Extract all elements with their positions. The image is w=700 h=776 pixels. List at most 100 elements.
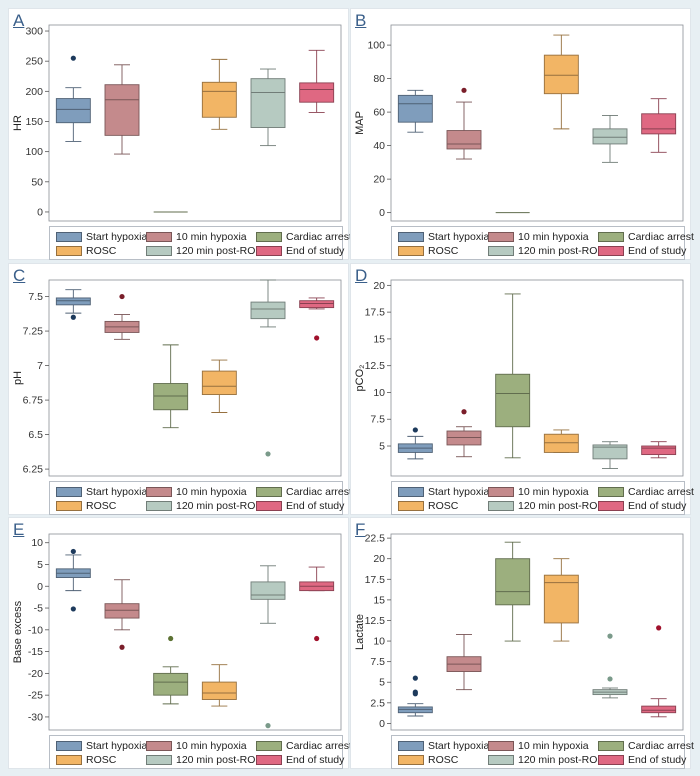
y-axis-label: pCO₂ bbox=[354, 365, 366, 392]
iqr-box bbox=[592, 128, 628, 145]
iqr-box bbox=[104, 603, 140, 619]
y-tick-label: 12.5 bbox=[365, 360, 386, 372]
outlier-point bbox=[265, 723, 271, 729]
legend-label: 10 min hypoxia bbox=[176, 486, 247, 498]
y-tick-label: -25 bbox=[28, 690, 43, 702]
iqr-box bbox=[446, 130, 482, 150]
legend-swatch bbox=[598, 246, 624, 256]
legend-swatch bbox=[488, 246, 514, 256]
box-2 bbox=[104, 293, 140, 340]
y-tick-label: 5 bbox=[37, 559, 43, 571]
box-2 bbox=[104, 579, 140, 650]
y-tick-label: 6.5 bbox=[28, 429, 43, 441]
legend-swatch bbox=[256, 501, 282, 511]
box-1 bbox=[55, 55, 91, 142]
y-tick-label: -30 bbox=[28, 711, 43, 723]
legend-swatch bbox=[398, 755, 424, 765]
box-5 bbox=[250, 565, 286, 729]
outlier-point bbox=[412, 675, 418, 681]
legend-label: ROSC bbox=[86, 245, 117, 257]
box-1 bbox=[397, 675, 433, 717]
y-tick-label: 40 bbox=[373, 140, 385, 152]
legend-label: End of study bbox=[628, 754, 687, 766]
legend-swatch bbox=[256, 246, 282, 256]
legend-swatch bbox=[488, 741, 514, 751]
legend-label: Cardiac arrest bbox=[286, 231, 352, 243]
legend-swatch bbox=[256, 487, 282, 497]
y-tick-label: 2.5 bbox=[370, 697, 385, 709]
outlier-point bbox=[656, 625, 662, 631]
iqr-box bbox=[543, 54, 579, 95]
box-5 bbox=[250, 68, 286, 147]
legend-label: Start hypoxia bbox=[86, 740, 148, 752]
legend-label: End of study bbox=[628, 500, 687, 512]
legend-swatch bbox=[598, 741, 624, 751]
legend-label: Cardiac arrest bbox=[628, 486, 694, 498]
legend-label: 120 min post-ROSC bbox=[176, 500, 270, 512]
box-5 bbox=[592, 633, 628, 699]
legend-label: ROSC bbox=[86, 754, 117, 766]
legend-swatch bbox=[256, 741, 282, 751]
panel-a: A 0 50 100 150 200 250 300 HR Start hypoxia 10 min… bbox=[8, 8, 352, 260]
box-2 bbox=[104, 64, 140, 155]
y-tick-label: 0 bbox=[37, 581, 43, 593]
box-1 bbox=[397, 427, 433, 460]
box-6 bbox=[299, 566, 335, 642]
iqr-box bbox=[55, 297, 91, 306]
box-4 bbox=[201, 58, 237, 130]
legend-label: Start hypoxia bbox=[86, 231, 148, 243]
iqr-box bbox=[543, 433, 579, 453]
box-6 bbox=[641, 98, 677, 153]
y-tick-label: 0 bbox=[379, 207, 385, 219]
y-tick-label: 20 bbox=[373, 553, 385, 565]
outlier-point bbox=[461, 409, 467, 415]
legend: Start hypoxia 10 min hypoxia Cardiac arres… bbox=[49, 481, 352, 515]
box-3 bbox=[495, 293, 531, 459]
iqr-box bbox=[201, 370, 237, 396]
legend-swatch bbox=[598, 755, 624, 765]
box-3 bbox=[495, 541, 531, 642]
y-tick-label: 250 bbox=[25, 56, 43, 68]
iqr-box bbox=[446, 430, 482, 446]
y-tick-label: 10 bbox=[373, 636, 385, 648]
box-1 bbox=[55, 289, 91, 320]
y-tick-label: 200 bbox=[25, 86, 43, 98]
box-6 bbox=[299, 297, 335, 341]
box-6 bbox=[299, 49, 335, 113]
y-axis-label: Base excess bbox=[12, 600, 24, 663]
y-tick-label: 12.5 bbox=[365, 615, 386, 627]
legend-swatch bbox=[398, 487, 424, 497]
box-1 bbox=[397, 89, 433, 133]
legend-label: Start hypoxia bbox=[428, 486, 490, 498]
iqr-box bbox=[250, 301, 286, 320]
plot-frame bbox=[48, 533, 342, 731]
y-tick-label: 7.25 bbox=[23, 326, 44, 338]
legend-label: 10 min hypoxia bbox=[176, 231, 247, 243]
legend-swatch bbox=[598, 487, 624, 497]
plot-frame bbox=[48, 24, 342, 222]
y-tick-label: 0 bbox=[379, 718, 385, 730]
legend-label: Start hypoxia bbox=[428, 231, 490, 243]
legend-label: End of study bbox=[628, 245, 687, 257]
y-tick-label: 10 bbox=[373, 387, 385, 399]
iqr-box bbox=[201, 681, 237, 700]
legend-swatch bbox=[488, 501, 514, 511]
outlier-point bbox=[607, 676, 613, 682]
y-tick-label: 5 bbox=[379, 677, 385, 689]
chart-svg: 0 20 40 60 80 100 MAP bbox=[354, 24, 684, 222]
legend-label: End of study bbox=[286, 500, 345, 512]
outlier-point bbox=[70, 548, 76, 555]
box-4 bbox=[201, 359, 237, 413]
box-6 bbox=[641, 441, 677, 459]
iqr-box bbox=[495, 558, 531, 606]
box-2 bbox=[446, 409, 482, 458]
iqr-box bbox=[299, 82, 335, 103]
legend-swatch bbox=[56, 501, 82, 511]
y-tick-label: 22.5 bbox=[365, 533, 386, 545]
legend-label: ROSC bbox=[86, 500, 117, 512]
legend-swatch bbox=[256, 755, 282, 765]
outlier-point bbox=[70, 55, 76, 61]
y-tick-label: 15 bbox=[373, 594, 385, 606]
plot-frame bbox=[48, 279, 342, 477]
box-4 bbox=[543, 558, 579, 642]
